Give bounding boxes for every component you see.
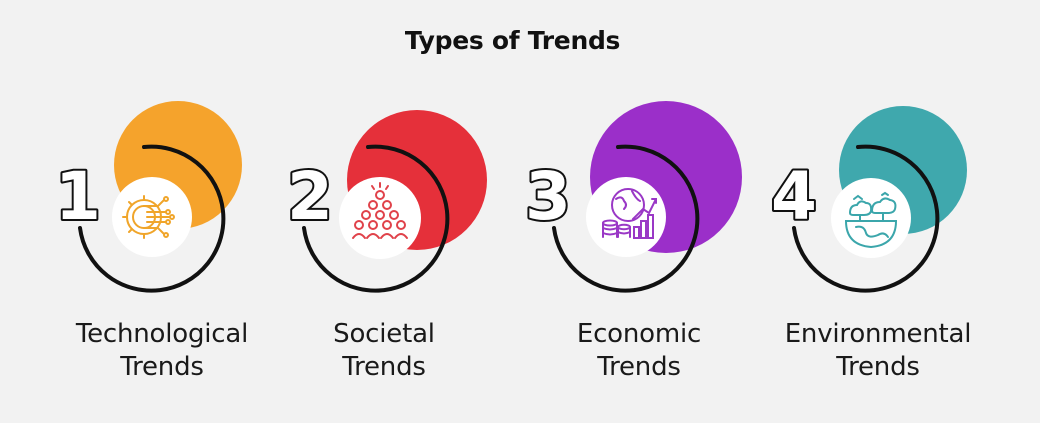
item-number: 2: [287, 158, 333, 235]
ring-arc: [792, 144, 940, 293]
caption-line-2: Trends: [120, 352, 204, 382]
caption-line-1: Economic: [576, 319, 702, 349]
trend-graphic: 2: [285, 110, 487, 293]
ring-arc: [302, 144, 450, 293]
page-title: Types of Trends: [404, 26, 621, 55]
ring-arc: [78, 144, 226, 293]
trend-item-environmental: 4 Environmental Trends: [758, 95, 1018, 395]
globe-coins-chart-icon: [602, 188, 657, 239]
caption-line-2: Trends: [597, 352, 681, 382]
trend-graphic: 1: [53, 101, 242, 293]
gear-circuit-icon: [122, 195, 175, 239]
caption-line-2: Trends: [342, 352, 426, 382]
ring-arc: [552, 144, 700, 293]
caption-line-2: Trends: [836, 352, 920, 382]
trend-item-societal: 2 Societal: [266, 95, 526, 395]
item-number: 4: [771, 158, 817, 235]
caption-line-1: Technological: [75, 319, 249, 349]
item-caption: Environmental Trends: [748, 318, 1008, 384]
trend-graphic: 3: [523, 101, 742, 293]
trend-item-technological: 1 Technolo: [40, 95, 300, 395]
item-caption: Societal Trends: [254, 318, 514, 384]
item-caption: Economic Trends: [509, 318, 769, 384]
trend-item-economic: 3 Economic Trends: [512, 95, 772, 395]
caption-line-1: Societal: [333, 319, 435, 349]
crowd-pyramid-icon: [352, 182, 408, 239]
item-number: 1: [55, 158, 101, 235]
item-number: 3: [525, 158, 571, 235]
item-caption: Technological Trends: [32, 318, 292, 384]
trend-graphic: 4: [769, 106, 967, 293]
caption-line-1: Environmental: [784, 319, 972, 349]
forest-land-icon: [844, 191, 898, 249]
